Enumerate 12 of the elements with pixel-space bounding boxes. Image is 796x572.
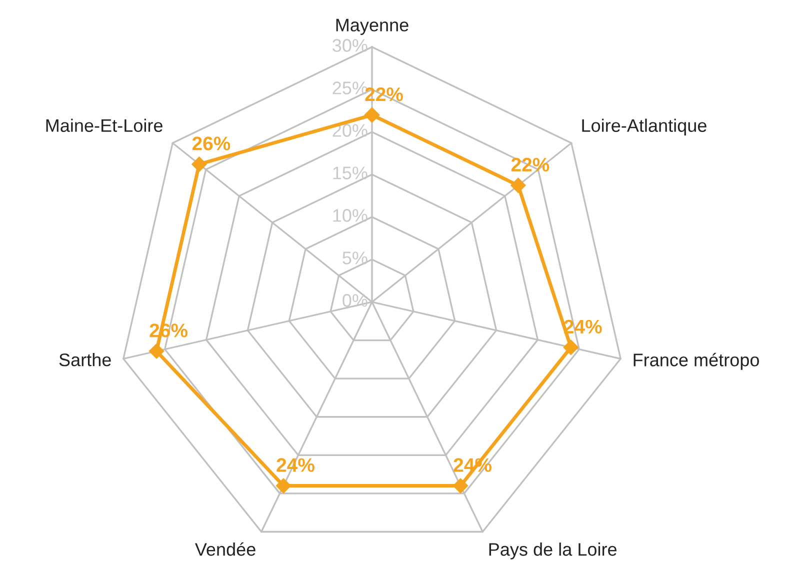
spoke-label: Maine-Et-Loire [46,118,162,132]
data-label: 22% [511,158,550,172]
spoke-label: Pays de la Loire [489,542,617,560]
spoke-label: France métropo [634,352,759,370]
spoke-label: Sarthe [59,352,111,366]
data-label: 24% [276,458,314,472]
spoke-label: Vendée [194,542,256,556]
data-label: 22% [365,87,403,102]
y-tick-label: 25% [332,82,368,94]
data-label: 26% [192,136,230,150]
spoke-label: Mayenne [336,18,408,35]
spoke-label: Loire-Atlantique [582,118,706,136]
